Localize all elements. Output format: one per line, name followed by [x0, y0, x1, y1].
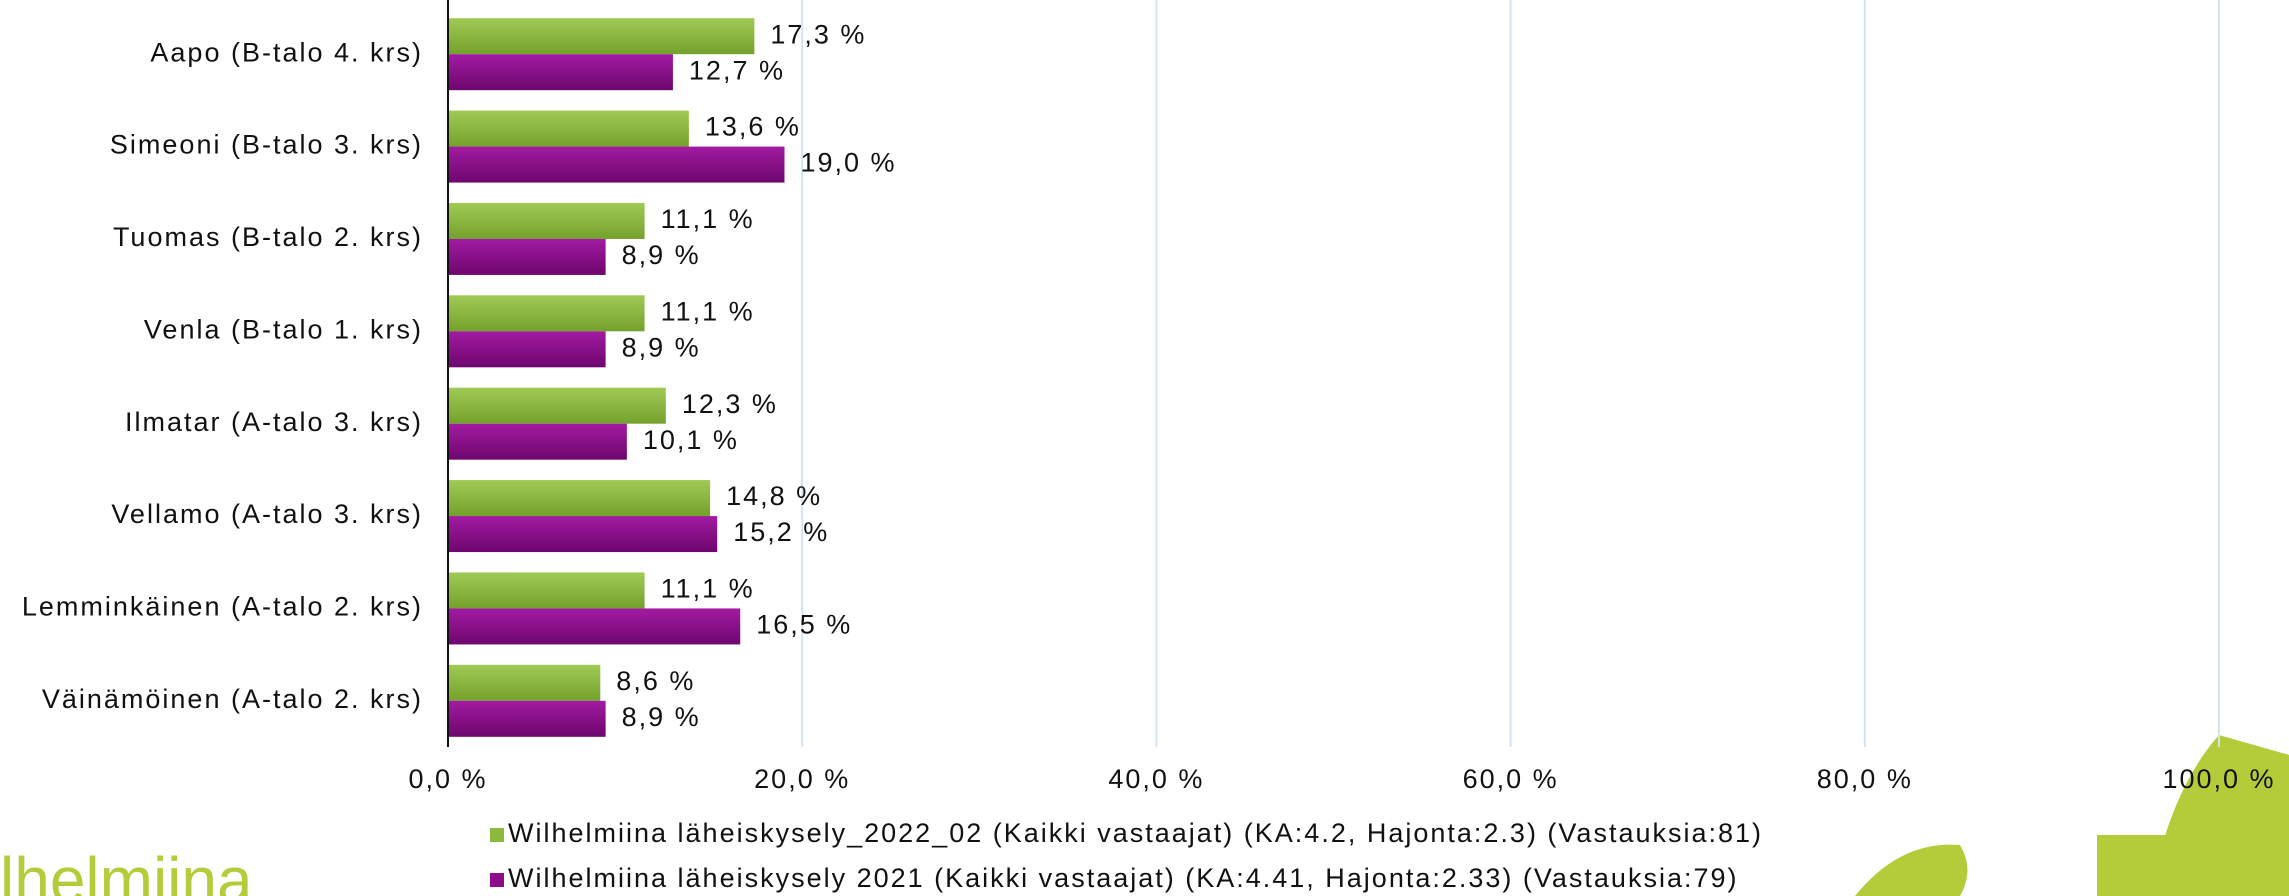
value-label: 8,9 % [622, 702, 701, 732]
bar [448, 572, 645, 609]
bar [448, 238, 606, 275]
bar [448, 423, 627, 460]
value-label: 11,1 % [661, 574, 755, 604]
y-tick-label: Lemminkäinen (A-talo 2. krs) [22, 592, 423, 622]
y-tick-label: Vellamo (A-talo 3. krs) [111, 499, 423, 529]
bar [448, 202, 645, 239]
legend-label: Wilhelmiina läheiskysely_2022_02 (Kaikki… [508, 818, 1763, 848]
value-label: 8,9 % [622, 332, 701, 362]
bar [448, 331, 606, 368]
bar [448, 700, 606, 737]
legend-label: Wilhelmiina läheiskysely 2021 (Kaikki va… [508, 863, 1739, 893]
y-tick-label: Venla (B-talo 1. krs) [144, 314, 423, 344]
legend-swatch [490, 828, 504, 842]
value-label: 12,3 % [682, 389, 778, 419]
x-tick-label: 20,0 % [754, 764, 850, 794]
x-tick-label: 100,0 % [2162, 764, 2275, 794]
value-label: 12,7 % [689, 55, 785, 85]
bar [448, 18, 755, 55]
bar [448, 516, 718, 553]
y-tick-label: Tuomas (B-talo 2. krs) [113, 222, 423, 252]
value-label: 8,6 % [616, 666, 695, 696]
value-label: 13,6 % [705, 112, 801, 142]
value-label: 11,1 % [661, 204, 755, 234]
x-tick-label: 80,0 % [1817, 764, 1913, 794]
bar [448, 664, 601, 701]
x-tick-label: 60,0 % [1463, 764, 1559, 794]
value-label: 17,3 % [770, 19, 866, 49]
value-label: 10,1 % [643, 425, 739, 455]
legend-swatch [490, 873, 504, 887]
value-label: 14,8 % [726, 481, 822, 511]
x-tick-label: 0,0 % [408, 764, 487, 794]
y-tick-label: Simeoni (B-talo 3. krs) [110, 130, 423, 160]
value-label: 8,9 % [622, 240, 701, 270]
bar [448, 480, 711, 517]
value-label: 15,2 % [733, 517, 829, 547]
y-tick-label: Ilmatar (A-talo 3. krs) [125, 407, 423, 437]
x-tick-label: 40,0 % [1108, 764, 1204, 794]
y-tick-label: Väinämöinen (A-talo 2. krs) [42, 684, 423, 714]
bar [448, 295, 645, 332]
logo-block [2097, 835, 2289, 896]
logo-text: lhelmiina [0, 844, 253, 896]
bar [448, 54, 673, 91]
bar [448, 110, 689, 147]
value-label: 19,0 % [800, 148, 896, 178]
logo-shape [1855, 844, 1968, 896]
value-label: 16,5 % [756, 610, 852, 640]
bar [448, 387, 666, 424]
y-tick-label: Aapo (B-talo 4. krs) [150, 37, 423, 67]
bar [448, 608, 741, 645]
bar [448, 146, 785, 183]
value-label: 11,1 % [661, 296, 755, 326]
